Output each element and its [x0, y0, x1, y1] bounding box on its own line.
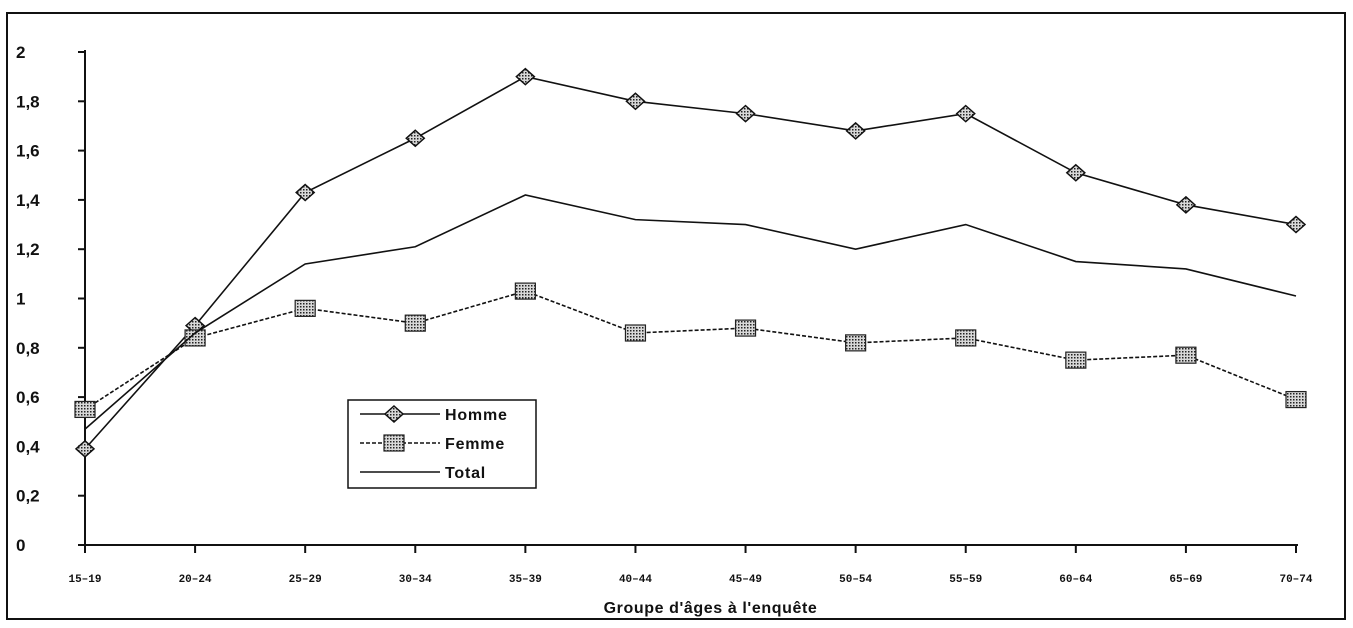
legend-label-total: Total — [445, 465, 486, 482]
x-tick-label: 20–24 — [179, 574, 212, 586]
data-point-femme — [955, 329, 977, 347]
y-tick-label: 0,2 — [16, 487, 40, 506]
data-point-femme — [624, 324, 647, 342]
data-point-homme — [74, 439, 96, 458]
legend-marker-femme — [383, 434, 405, 452]
data-point-homme — [1065, 163, 1086, 182]
y-tick-label: 1 — [16, 290, 25, 309]
series-layer — [74, 67, 1307, 458]
series-femme — [74, 282, 1307, 419]
chart-frame — [6, 12, 1346, 620]
data-point-femme — [1285, 390, 1307, 409]
legend-label-homme: Homme — [445, 407, 508, 424]
data-point-homme — [1175, 195, 1197, 214]
x-tick-label: 45–49 — [729, 574, 762, 586]
x-tick-label: 55–59 — [949, 574, 982, 586]
x-tick-label: 70–74 — [1279, 574, 1312, 586]
data-point-femme — [734, 319, 757, 337]
data-point-homme — [295, 183, 316, 202]
axes: 0 0,2 0,4 0,6 0,8 1 1,2 1,4 1,6 1,8 2 15–19 20–24 25–… — [16, 43, 1313, 586]
series-homme — [74, 67, 1307, 458]
data-point-homme — [1285, 215, 1307, 234]
data-point-femme — [74, 400, 96, 419]
data-point-femme — [514, 282, 536, 300]
x-tick-label: 35–39 — [509, 574, 542, 586]
data-point-femme — [404, 314, 426, 332]
y-tick-label: 1,2 — [16, 240, 40, 259]
data-point-homme — [625, 92, 646, 111]
x-tick-label: 30–34 — [399, 574, 432, 586]
series-line-homme — [84, 75, 1297, 450]
x-axis-title: Groupe d'âges à l'enquête — [604, 600, 818, 617]
data-point-homme — [735, 104, 756, 123]
data-point-femme — [1175, 346, 1197, 364]
x-tick-label: 65–69 — [1169, 574, 1202, 586]
data-point-femme — [845, 334, 867, 352]
x-tick-label: 40–44 — [619, 574, 652, 586]
y-tick-label: 1,8 — [16, 92, 40, 111]
series-line-femme — [84, 290, 1297, 411]
y-tick-label: 1,4 — [16, 191, 40, 210]
legend-label-femme: Femme — [445, 436, 505, 453]
x-tick-label: 60–64 — [1059, 574, 1092, 586]
data-point-femme — [294, 299, 316, 317]
y-tick-label: 0,4 — [16, 437, 40, 456]
legend: Homme Femme Total — [347, 399, 537, 489]
y-tick-label: 0,8 — [16, 339, 40, 358]
series-total — [84, 194, 1297, 430]
legend-marker-homme — [383, 404, 405, 424]
y-tick-label: 1,6 — [16, 142, 40, 161]
x-tick-label: 50–54 — [839, 574, 872, 586]
data-point-femme — [184, 329, 206, 347]
data-point-homme — [955, 104, 976, 123]
data-point-homme — [405, 129, 426, 148]
data-point-femme — [1065, 351, 1087, 369]
series-line-total — [84, 194, 1297, 430]
data-point-homme — [515, 67, 536, 86]
x-tick-label: 15–19 — [68, 574, 101, 586]
x-tick-label: 25–29 — [289, 574, 322, 586]
y-tick-label: 2 — [16, 43, 25, 62]
data-point-homme — [845, 121, 866, 140]
y-tick-label: 0 — [16, 536, 25, 555]
y-tick-label: 0,6 — [16, 388, 40, 407]
